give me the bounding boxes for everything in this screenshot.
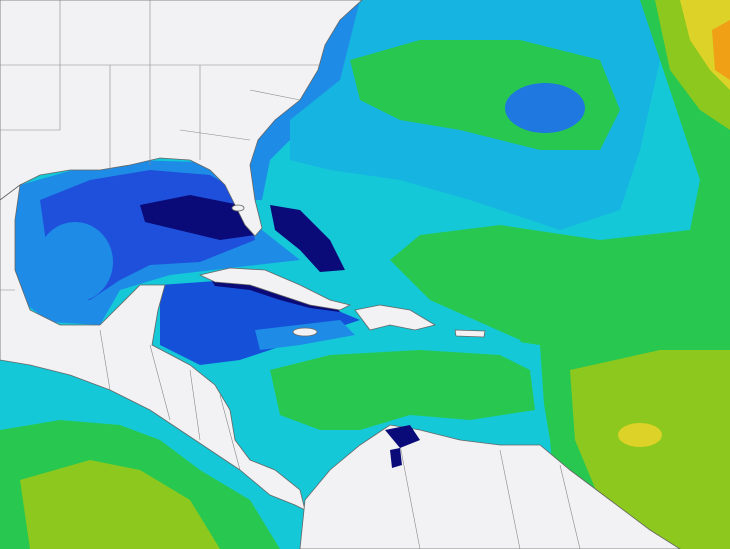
country-borders (399, 444, 581, 549)
land-island (231, 204, 245, 212)
gulf-navy (140, 195, 255, 240)
gulf-blue (37, 222, 113, 302)
land-puerto-rico (454, 329, 486, 338)
lake-navy (390, 448, 402, 468)
caribbean-green (270, 350, 535, 430)
ocean-yellow (618, 423, 662, 447)
ocean-blue (505, 83, 585, 133)
land-cuba (198, 267, 352, 311)
land-usa (0, 0, 363, 237)
pacific-yellow-green (20, 460, 220, 549)
ocean-orange (712, 20, 730, 80)
bahamas-navy (270, 205, 345, 272)
land-jamaica (292, 327, 318, 337)
lake-navy (385, 425, 420, 448)
land-hispaniola (354, 304, 437, 331)
state-borders (0, 0, 320, 170)
ocean-yellow-green (570, 350, 730, 549)
country-borders (0, 289, 241, 471)
